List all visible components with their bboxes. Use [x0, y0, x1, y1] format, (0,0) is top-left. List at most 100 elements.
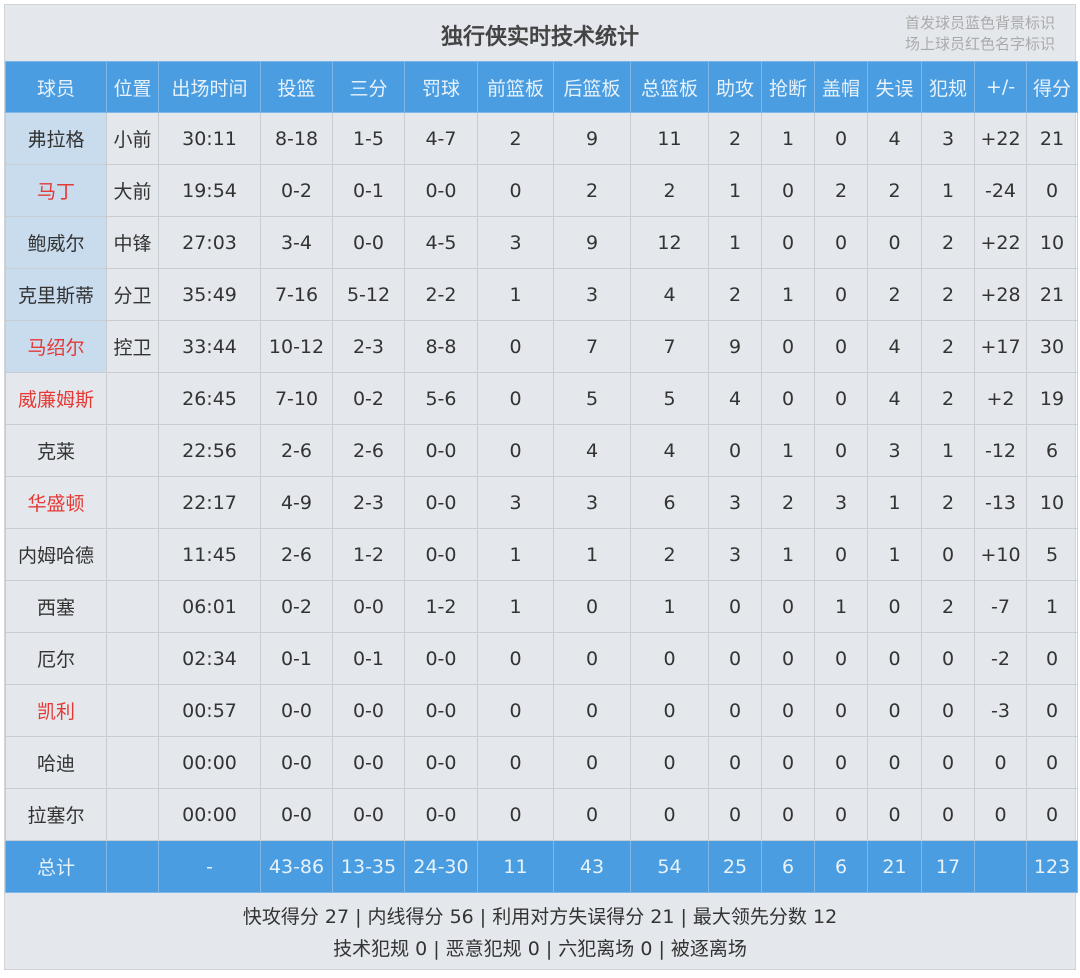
total-cell: 43 [553, 840, 631, 893]
player-name[interactable]: 弗拉格 [5, 112, 107, 165]
table-row[interactable]: 鲍威尔 中锋 27:03 3-4 0-0 4-5 3 9 12 1 0 0 0 2 +22 10 [5, 216, 1078, 269]
column-header[interactable]: 犯规 [921, 61, 975, 113]
stat-cell: 3 [708, 528, 762, 581]
stat-cell: +17 [974, 320, 1027, 373]
stat-cell: 0 [1026, 684, 1078, 737]
stat-cell: 2 [921, 268, 975, 321]
column-header[interactable]: 得分 [1026, 61, 1078, 113]
stat-cell: 10 [1026, 216, 1078, 269]
stat-cell: -12 [974, 424, 1027, 477]
stat-cell: +28 [974, 268, 1027, 321]
table-row[interactable]: 哈迪 00:00 0-0 0-0 0-0 0 0 0 0 0 0 0 0 0 0 [5, 736, 1078, 789]
column-header[interactable]: 前篮板 [477, 61, 554, 113]
column-header[interactable]: 总篮板 [630, 61, 709, 113]
stat-cell: 2-6 [260, 528, 333, 581]
stat-cell: 3 [477, 476, 554, 529]
table-row[interactable]: 威廉姆斯 26:45 7-10 0-2 5-6 0 5 5 4 0 0 4 2 +2 19 [5, 372, 1078, 425]
stat-cell: 0 [814, 372, 868, 425]
stat-cell: 0 [553, 580, 631, 633]
player-name[interactable]: 凯利 [5, 684, 107, 737]
stat-cell: 1 [814, 580, 868, 633]
stat-cell: 2 [921, 372, 975, 425]
table-row[interactable]: 马丁 大前 19:54 0-2 0-1 0-0 0 2 2 1 0 2 2 1 -24 0 [5, 164, 1078, 217]
stat-cell [106, 580, 159, 633]
stat-cell: 0-0 [404, 424, 478, 477]
stat-cell: 1 [1026, 580, 1078, 633]
column-header[interactable]: 后篮板 [553, 61, 631, 113]
stat-cell [106, 788, 159, 841]
table-row[interactable]: 华盛顿 22:17 4-9 2-3 0-0 3 3 6 3 2 3 1 2 -13 10 [5, 476, 1078, 529]
table-row[interactable]: 拉塞尔 00:00 0-0 0-0 0-0 0 0 0 0 0 0 0 0 0 0 [5, 788, 1078, 841]
stat-cell: 0 [708, 580, 762, 633]
stat-cell: -24 [974, 164, 1027, 217]
column-header[interactable]: +/- [974, 61, 1027, 113]
total-row: 总计 -43-86 13-35 24-30 11 43 54 25 6 6 21 17 123 [5, 840, 1078, 893]
stat-cell: 0 [477, 736, 554, 789]
column-header[interactable]: 位置 [106, 61, 159, 113]
column-header[interactable]: 助攻 [708, 61, 762, 113]
table-row[interactable]: 厄尔 02:34 0-1 0-1 0-0 0 0 0 0 0 0 0 0 -2 0 [5, 632, 1078, 685]
table-row[interactable]: 克里斯蒂 分卫 35:49 7-16 5-12 2-2 1 3 4 2 1 0 2 2 +28 21 [5, 268, 1078, 321]
column-header[interactable]: 球员 [5, 61, 107, 113]
stat-cell: 22:56 [158, 424, 261, 477]
table-row[interactable]: 弗拉格 小前 30:11 8-18 1-5 4-7 2 9 11 2 1 0 4 3 +22 21 [5, 112, 1078, 165]
stat-cell: 21 [1026, 268, 1078, 321]
stat-cell: 19:54 [158, 164, 261, 217]
player-name[interactable]: 厄尔 [5, 632, 107, 685]
total-cell [974, 840, 1027, 893]
column-header[interactable]: 三分 [332, 61, 405, 113]
total-cell: 54 [630, 840, 709, 893]
player-name[interactable]: 鲍威尔 [5, 216, 107, 269]
stat-cell: 1 [921, 164, 975, 217]
table-row[interactable]: 内姆哈德 11:45 2-6 1-2 0-0 1 1 2 3 1 0 1 0 +10 5 [5, 528, 1078, 581]
player-name[interactable]: 马绍尔 [5, 320, 107, 373]
stat-cell: 3 [867, 424, 922, 477]
column-header[interactable]: 出场时间 [158, 61, 261, 113]
stat-cell: 0 [867, 632, 922, 685]
stat-cell: 00:00 [158, 788, 261, 841]
player-name[interactable]: 克里斯蒂 [5, 268, 107, 321]
table-row[interactable]: 西塞 06:01 0-2 0-0 1-2 1 0 1 0 0 1 0 2 -7 1 [5, 580, 1078, 633]
table-row[interactable]: 马绍尔 控卫 33:44 10-12 2-3 8-8 0 7 7 9 0 0 4 2 +17 30 [5, 320, 1078, 373]
player-name[interactable]: 华盛顿 [5, 476, 107, 529]
column-header[interactable]: 罚球 [404, 61, 478, 113]
stat-cell: 1 [761, 268, 815, 321]
stat-cell: 0 [477, 684, 554, 737]
stat-cell: 0 [553, 736, 631, 789]
stat-cell: 2-2 [404, 268, 478, 321]
stat-cell: 0 [761, 788, 815, 841]
stat-cell: 0 [761, 216, 815, 269]
column-header[interactable]: 失误 [867, 61, 922, 113]
stat-cell: 2-6 [332, 424, 405, 477]
table-row[interactable]: 克莱 22:56 2-6 2-6 0-0 0 4 4 0 1 0 3 1 -12 6 [5, 424, 1078, 477]
stat-cell: 2-6 [260, 424, 333, 477]
player-name[interactable]: 内姆哈德 [5, 528, 107, 581]
column-header[interactable]: 抢断 [761, 61, 815, 113]
column-header[interactable]: 盖帽 [814, 61, 868, 113]
player-name[interactable]: 拉塞尔 [5, 788, 107, 841]
column-header[interactable]: 投篮 [260, 61, 333, 113]
stat-cell: 0 [814, 684, 868, 737]
stat-cell: 0-0 [404, 632, 478, 685]
stat-cell: 0 [867, 216, 922, 269]
stat-cell: 30 [1026, 320, 1078, 373]
player-name[interactable]: 哈迪 [5, 736, 107, 789]
stat-cell: 26:45 [158, 372, 261, 425]
player-name[interactable]: 西塞 [5, 580, 107, 633]
stat-cell: 0 [553, 684, 631, 737]
stat-cell: 33:44 [158, 320, 261, 373]
stat-cell: 1-2 [404, 580, 478, 633]
stat-cell: 6 [1026, 424, 1078, 477]
table-row[interactable]: 凯利 00:57 0-0 0-0 0-0 0 0 0 0 0 0 0 0 -3 0 [5, 684, 1078, 737]
player-name[interactable]: 克莱 [5, 424, 107, 477]
stat-cell: 2 [477, 112, 554, 165]
stat-cell: 0 [477, 164, 554, 217]
player-name[interactable]: 马丁 [5, 164, 107, 217]
stat-cell: 4-7 [404, 112, 478, 165]
stat-cell: 06:01 [158, 580, 261, 633]
stat-cell: 5 [553, 372, 631, 425]
player-name[interactable]: 威廉姆斯 [5, 372, 107, 425]
stat-cell: 0 [761, 684, 815, 737]
stat-cell: 1-5 [332, 112, 405, 165]
stat-cell: 1 [477, 580, 554, 633]
